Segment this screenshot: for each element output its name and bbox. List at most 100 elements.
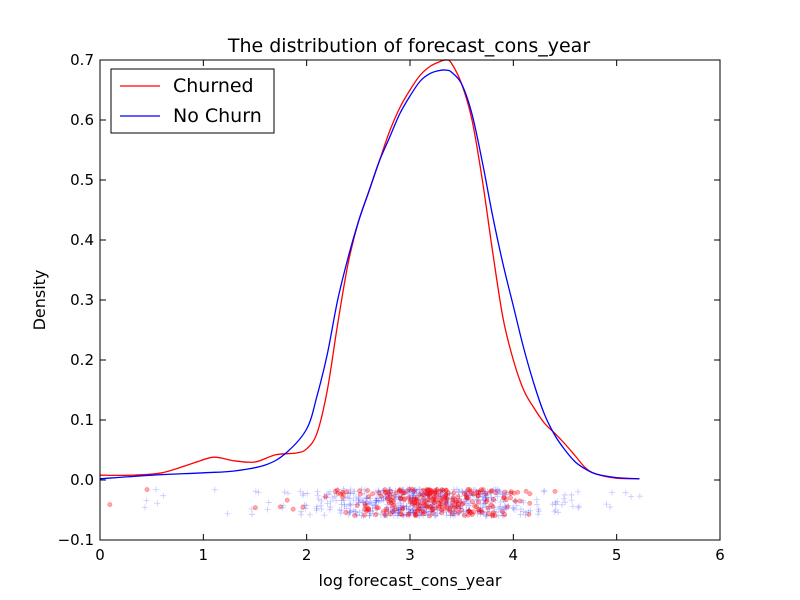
rug-point-no-churn [457, 503, 464, 510]
rug-point-no-churn [304, 490, 311, 497]
rug-point-no-churn [389, 489, 396, 496]
rug-point-no-churn [402, 490, 409, 497]
rug-point-no-churn [437, 493, 444, 500]
rug-point-churned [428, 504, 434, 510]
rug-point-no-churn [434, 497, 441, 504]
rug-point-churned [492, 513, 498, 519]
rug-point-churned [412, 512, 418, 518]
rug-point-churned [378, 493, 384, 499]
rug-point-churned [389, 503, 395, 509]
rug-point-no-churn [444, 495, 451, 502]
rug-point-no-churn [552, 506, 559, 513]
rug-point-no-churn [416, 505, 423, 512]
rug-point-no-churn [417, 505, 424, 512]
rug-point-no-churn [465, 507, 472, 514]
rug-point-no-churn [387, 487, 394, 494]
rug-point-no-churn [396, 506, 403, 513]
rug-point-no-churn [488, 512, 495, 519]
rug-point-no-churn [424, 512, 431, 519]
rug-point-churned [433, 505, 439, 511]
rug-point-no-churn [143, 497, 150, 504]
rug-point-no-churn [313, 507, 320, 514]
rug-point-no-churn [429, 501, 436, 508]
rug-point-churned [375, 505, 381, 511]
rug-point-no-churn [462, 496, 469, 503]
rug-point-no-churn [392, 491, 399, 498]
rug-point-no-churn [450, 494, 457, 501]
rug-point-no-churn [385, 491, 392, 498]
rug-point-no-churn [463, 491, 470, 498]
rug-point-no-churn [397, 497, 404, 504]
rug-point-churned [362, 503, 368, 509]
rug-point-no-churn [367, 508, 374, 515]
legend: Churned No Churn [110, 68, 275, 134]
rug-point-churned [475, 493, 481, 499]
rug-point-no-churn [413, 506, 420, 513]
y-tick-label: 0.0 [70, 471, 94, 489]
rug-point-no-churn [389, 508, 396, 515]
rug-point-churned [449, 511, 455, 516]
rug-point-churned [415, 501, 421, 507]
rug-point-no-churn [575, 488, 582, 495]
legend-label-churned: Churned [173, 75, 254, 97]
rug-point-no-churn [569, 503, 576, 510]
rug-point-churned [421, 495, 427, 501]
rug-point-no-churn [428, 508, 435, 515]
rug-point-churned [432, 500, 437, 506]
rug-point-no-churn [496, 487, 503, 494]
rug-point-no-churn [511, 497, 518, 504]
y-axis-title: Density [30, 270, 49, 331]
rug-point-no-churn [503, 506, 510, 513]
rug-point-churned [447, 508, 453, 514]
rug-point-no-churn [549, 501, 556, 508]
rug-point-no-churn [326, 506, 333, 513]
rug-point-no-churn [495, 506, 502, 513]
rug-point-no-churn [325, 491, 332, 498]
rug-point-churned [442, 495, 448, 501]
rug-point-churned [476, 507, 481, 513]
rug-point-no-churn [417, 490, 424, 497]
rug-point-no-churn [405, 488, 412, 495]
rug-point-churned [107, 502, 113, 507]
rug-point-no-churn [434, 486, 441, 493]
rug-point-no-churn [390, 508, 397, 515]
rug-point-churned [420, 487, 426, 493]
rug-point-no-churn [372, 497, 379, 504]
rug-point-no-churn [450, 500, 457, 507]
rug-point-no-churn [477, 491, 484, 498]
rug-point-no-churn [462, 489, 469, 496]
rug-point-churned [421, 499, 427, 505]
rug-point-no-churn [467, 496, 474, 503]
rug-point-no-churn [352, 508, 359, 515]
rug-point-no-churn [480, 488, 487, 495]
rug-point-churned [393, 506, 399, 512]
rug-point-no-churn [455, 488, 462, 495]
rug-point-churned [382, 489, 388, 495]
rug-point-no-churn [334, 486, 341, 493]
rug-point-no-churn [423, 508, 430, 515]
rug-point-no-churn [350, 497, 357, 504]
rug-point-no-churn [568, 497, 575, 504]
rug-point-churned [424, 503, 430, 509]
rug-point-no-churn [361, 490, 368, 497]
rug-point-churned [409, 501, 415, 507]
rug-point-churned [469, 490, 475, 496]
rug-point-no-churn [417, 497, 424, 504]
rug-point-churned [439, 510, 444, 516]
rug-point-churned [416, 499, 422, 504]
rug-point-no-churn [473, 491, 480, 498]
rug-point-no-churn [497, 503, 504, 510]
rug-point-churned [334, 487, 340, 493]
rug-point-no-churn [499, 490, 506, 497]
rug-point-churned [511, 490, 517, 496]
rug-point-no-churn [449, 507, 456, 514]
rug-point-no-churn [474, 511, 481, 518]
rug-point-churned [455, 502, 461, 507]
y-tick-label: 0.1 [70, 411, 94, 429]
rug-point-no-churn [462, 489, 469, 496]
rug-point-no-churn [473, 495, 480, 502]
rug-point-no-churn [248, 505, 255, 512]
rug-point-churned [365, 488, 371, 494]
rug-point-no-churn [392, 487, 399, 494]
rug-point-no-churn [437, 490, 444, 497]
